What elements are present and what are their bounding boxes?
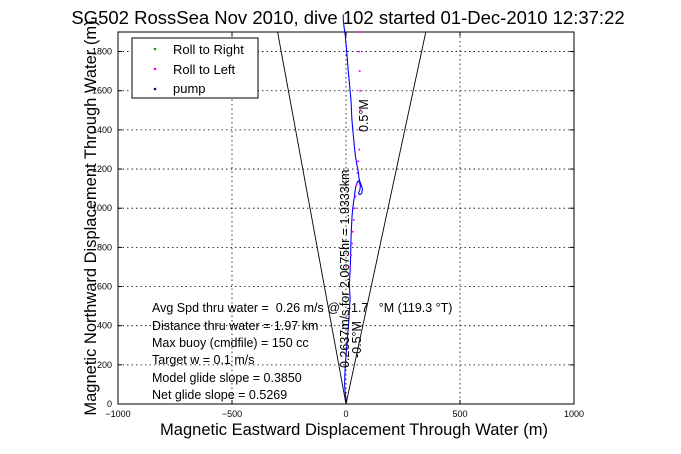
roll-left-point [350, 254, 353, 257]
y-tick-label: 0 [107, 399, 112, 409]
x-axis-label: Magnetic Eastward Displacement Through W… [160, 421, 548, 439]
stats-annotations: Avg Spd thru water = 0.26 m/s @ -1.7 °M … [152, 301, 452, 402]
stat-avg-speed: Avg Spd thru water = 0.26 m/s @ -1.7 °M … [152, 301, 452, 315]
x-tick-label: 500 [452, 409, 467, 419]
heading-cone-right-line [345, 31, 427, 405]
series-layer [277, 14, 427, 405]
roll-left-point [355, 183, 358, 186]
roll-left-point [352, 218, 355, 221]
legend-marker-pump [153, 87, 157, 91]
legend-label-pump: pump [173, 81, 206, 96]
legend-label-roll-right: Roll to Right [173, 42, 244, 57]
roll-left-point [350, 242, 353, 245]
roll-left-point [353, 207, 356, 210]
roll-left-point [351, 230, 354, 233]
roll-left-point [358, 50, 361, 53]
heading-label-upper: 0.5°M [357, 99, 371, 132]
x-tick-label: 1000 [564, 409, 584, 419]
stat-net-glide-slope: Net glide slope = 0.5269 [152, 388, 287, 402]
legend-marker-roll-right [153, 47, 157, 51]
y-tick-label: 1600 [92, 86, 112, 96]
grid-lines [117, 32, 575, 405]
y-tick-label: 400 [97, 321, 112, 331]
legend-label-roll-left: Roll to Left [173, 62, 236, 77]
y-tick-label: 1400 [92, 125, 112, 135]
stat-max-buoy: Max buoy (cmdfile) = 150 cc [152, 336, 309, 350]
glider-track-line [342, 14, 363, 401]
x-tick-label: −1000 [105, 409, 130, 419]
stat-model-glide-slope: Model glide slope = 0.3850 [152, 371, 302, 385]
y-tick-label: 1800 [92, 47, 112, 57]
y-tick-label: 1200 [92, 164, 112, 174]
y-tick-label: 600 [97, 282, 112, 292]
roll-left-point [356, 171, 359, 174]
axis-ticks: −1000 −500 0 500 1000 0 200 400 600 800 1000 1200 14… [92, 32, 584, 419]
roll-left-point [349, 265, 352, 268]
roll-left-point [359, 109, 362, 112]
x-tick-label: 0 [343, 409, 348, 419]
heading-cone-left-line [277, 31, 347, 405]
y-axis-label: Magnetic Northward Displacement Through … [82, 20, 100, 415]
stat-distance: Distance thru water = 1.97 km [152, 319, 318, 333]
roll-left-point [358, 128, 361, 131]
heading-label-lower: -0.5°M [350, 321, 364, 358]
track-distance-label: 0.2637m/s for 2.0675hr = 1.9333km [338, 170, 352, 368]
stat-target-w: Target w = 0.1 m/s [152, 353, 254, 367]
x-tick-label: −500 [222, 409, 242, 419]
roll-left-point [354, 195, 357, 198]
roll-left-point [357, 160, 360, 163]
roll-left-point [357, 31, 360, 33]
y-tick-label: 800 [97, 242, 112, 252]
legend-marker-roll-left [153, 67, 157, 71]
roll-left-point [358, 148, 361, 151]
roll-left-point [359, 89, 362, 92]
chart-title: SG502 RossSea Nov 2010, dive 102 started… [71, 7, 624, 28]
legend: Roll to Right Roll to Left pump [131, 37, 259, 99]
y-tick-label: 200 [97, 360, 112, 370]
y-tick-label: 1000 [92, 203, 112, 213]
roll-left-point [358, 70, 361, 73]
